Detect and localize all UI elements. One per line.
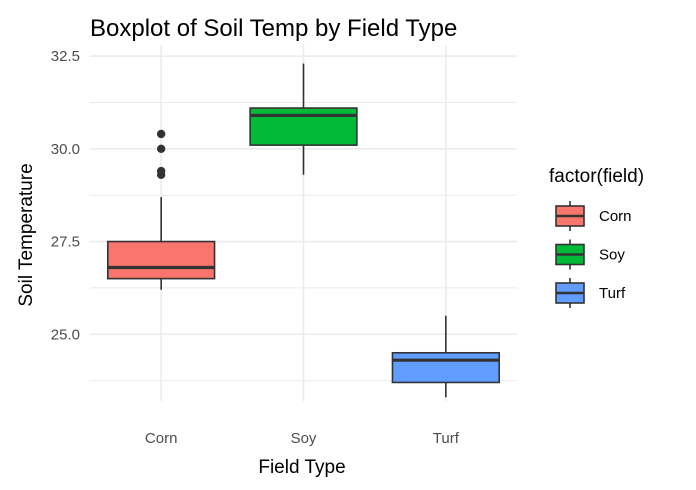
- box-soy: [249, 63, 358, 175]
- legend-label: Soy: [599, 247, 625, 264]
- y-tick-label: 30.0: [51, 141, 80, 158]
- box-body: [391, 351, 501, 384]
- legend-item-turf: Turf: [555, 278, 626, 308]
- x-tick-labels: Corn Soy Turf: [145, 430, 460, 447]
- x-axis-label: Field Type: [258, 457, 345, 478]
- y-axis-label: Soil Temperature: [16, 163, 37, 306]
- legend-item-soy: Soy: [555, 239, 625, 270]
- outlier-point: [156, 166, 166, 176]
- x-tick-label: Turf: [433, 430, 460, 447]
- y-tick-label: 25.0: [51, 326, 80, 343]
- box-corn: [106, 129, 216, 290]
- legend-label: Turf: [599, 285, 626, 302]
- legend-items: Corn Soy Turf: [555, 201, 632, 308]
- legend-title: factor(field): [549, 166, 644, 187]
- y-tick-label: 32.5: [51, 48, 80, 65]
- chart-title: Boxplot of Soil Temp by Field Type: [90, 15, 457, 42]
- y-tick-label: 27.5: [51, 234, 80, 251]
- x-tick-label: Soy: [291, 430, 317, 447]
- box-body: [106, 240, 216, 280]
- outlier-point: [156, 129, 166, 139]
- box-turf: [391, 315, 501, 398]
- box-body: [249, 107, 358, 146]
- outlier-point: [156, 144, 166, 154]
- box-layer: [106, 63, 501, 398]
- legend-label: Corn: [599, 208, 632, 225]
- y-tick-labels: 25.0 27.5 30.0 32.5: [51, 48, 80, 343]
- x-tick-label: Corn: [145, 430, 178, 447]
- legend-item-corn: Corn: [555, 201, 632, 231]
- legend: factor(field) Corn Soy Turf: [549, 166, 644, 308]
